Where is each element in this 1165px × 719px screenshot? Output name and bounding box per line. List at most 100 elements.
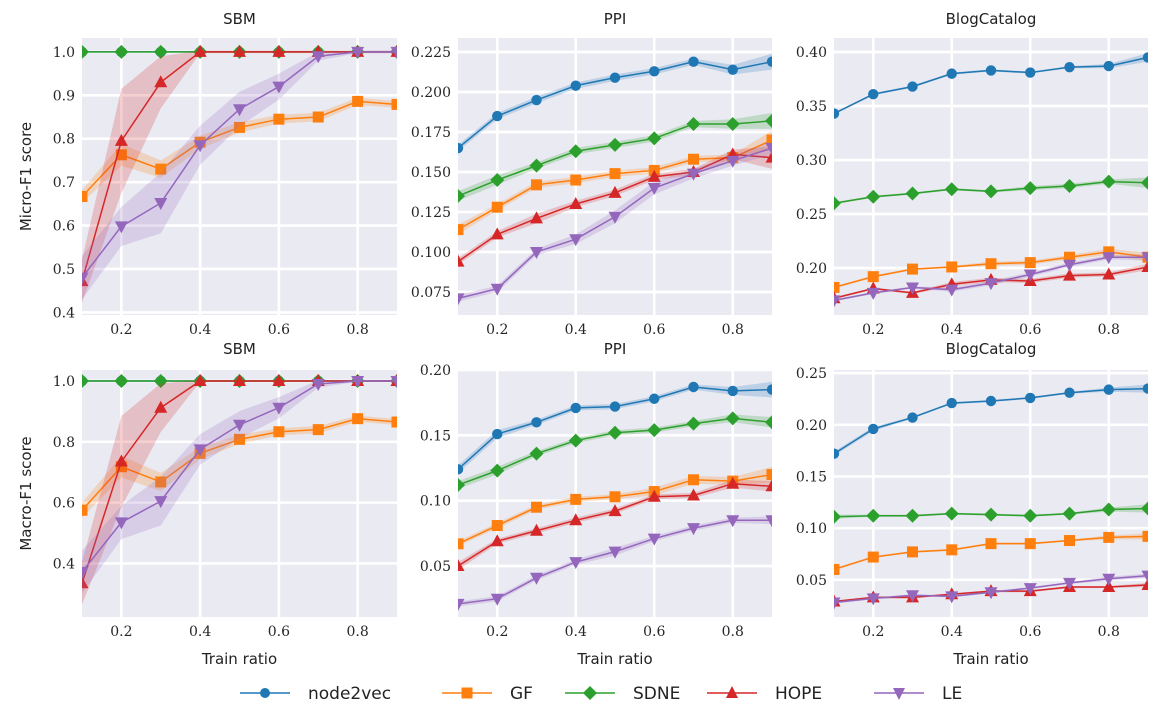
data-point [1064,61,1075,73]
data-point [834,509,841,524]
y-tick-label: 0.8 [53,435,75,451]
x-tick-label: 0.2 [486,624,508,640]
data-point [1103,384,1114,395]
y-tick-label: 0.6 [53,496,75,512]
y-tick-label: 0.8 [53,132,75,148]
data-point [490,593,504,606]
data-point [906,282,919,295]
data-point [154,496,168,509]
x-tick-label: 0.6 [643,624,665,640]
data-point [193,444,207,457]
panel-sbm-micro: 0.2 0.4 0.6 0.8 0.4 0.5 0.6 0.7 0.8 0.9 1.0 SBM Micr… [17,10,397,338]
data-point [272,44,286,57]
plot-content [82,373,397,605]
confidence-band [82,97,397,203]
data-point [530,246,543,259]
data-point [155,476,167,488]
data-point [984,184,998,199]
data-point [688,474,699,486]
data-point [946,261,958,273]
series-gf [834,530,1148,575]
data-point [458,598,465,611]
data-point [907,546,918,558]
data-point [765,515,772,528]
data-point [530,211,543,224]
data-point [1062,506,1077,521]
data-point [834,295,841,308]
data-point [765,479,772,492]
data-point [608,211,622,224]
data-point [193,140,207,153]
data-point [726,476,740,489]
x-tick-label: 0.4 [941,322,963,338]
data-point [82,566,89,579]
data-point [114,454,128,467]
data-point [234,121,245,133]
data-point [233,44,246,57]
x-tick-label: 0.6 [1019,322,1041,338]
data-point [569,513,583,526]
data-point [154,75,168,88]
y-tick-label: 0.150 [411,165,451,181]
legend: node2vec GF SDNE HOPE LE [240,684,962,704]
data-point [490,173,505,188]
y-tick-label: 0.15 [796,469,827,485]
data-point [688,153,699,165]
y-tick-label: 0.125 [411,205,451,221]
data-point [1023,583,1037,596]
plot-content [82,44,397,303]
data-point [458,464,464,475]
y-tick-label: 1.0 [53,45,75,61]
data-point [1103,531,1115,543]
data-point [647,169,661,182]
data-point [945,591,959,604]
data-point [391,416,397,428]
series-node2vec [834,52,1148,119]
data-point [1025,392,1036,404]
data-point [155,163,167,175]
data-point [115,461,127,473]
data-point [193,373,207,386]
data-point [114,133,128,146]
y-tick-label: 0.20 [796,261,827,277]
series-le [834,570,1148,610]
data-point [649,393,660,404]
series-le [82,46,397,300]
confidence-band [458,414,772,489]
data-point [866,189,881,204]
data-point [946,397,957,409]
data-point [234,433,245,445]
data-point [570,402,581,414]
series-le [82,375,397,594]
data-point [114,373,129,388]
data-point [1102,580,1116,593]
data-point [1141,570,1148,583]
panel-title: BlogCatalog [946,340,1037,358]
data-point [905,508,920,523]
panel-blogcatalog-micro: 0.2 0.4 0.6 0.8 0.20 0.25 0.30 0.35 0.40 BlogCata… [796,10,1148,338]
plot-content [458,53,772,306]
y-tick-label: 0.20 [796,418,827,434]
x-tick-label: 0.8 [722,624,744,640]
data-point [1142,530,1148,542]
data-point [765,415,772,430]
data-point [944,182,959,197]
plot-background [82,38,397,315]
x-tick-label: 0.2 [486,322,508,338]
x-axis-label: Train ratio [576,650,652,668]
data-point [867,551,879,563]
series-gf [834,246,1148,293]
data-point [351,375,365,388]
data-point [608,137,622,152]
data-point [868,88,879,100]
data-point [907,412,918,423]
data-point [458,293,465,306]
legend-label: node2vec [308,684,391,704]
data-point [608,185,622,198]
data-point [273,426,285,438]
x-axis-label: Train ratio [952,650,1028,668]
data-point [458,559,465,572]
data-point [766,134,772,146]
data-point [906,590,919,603]
plot-content [458,381,772,611]
